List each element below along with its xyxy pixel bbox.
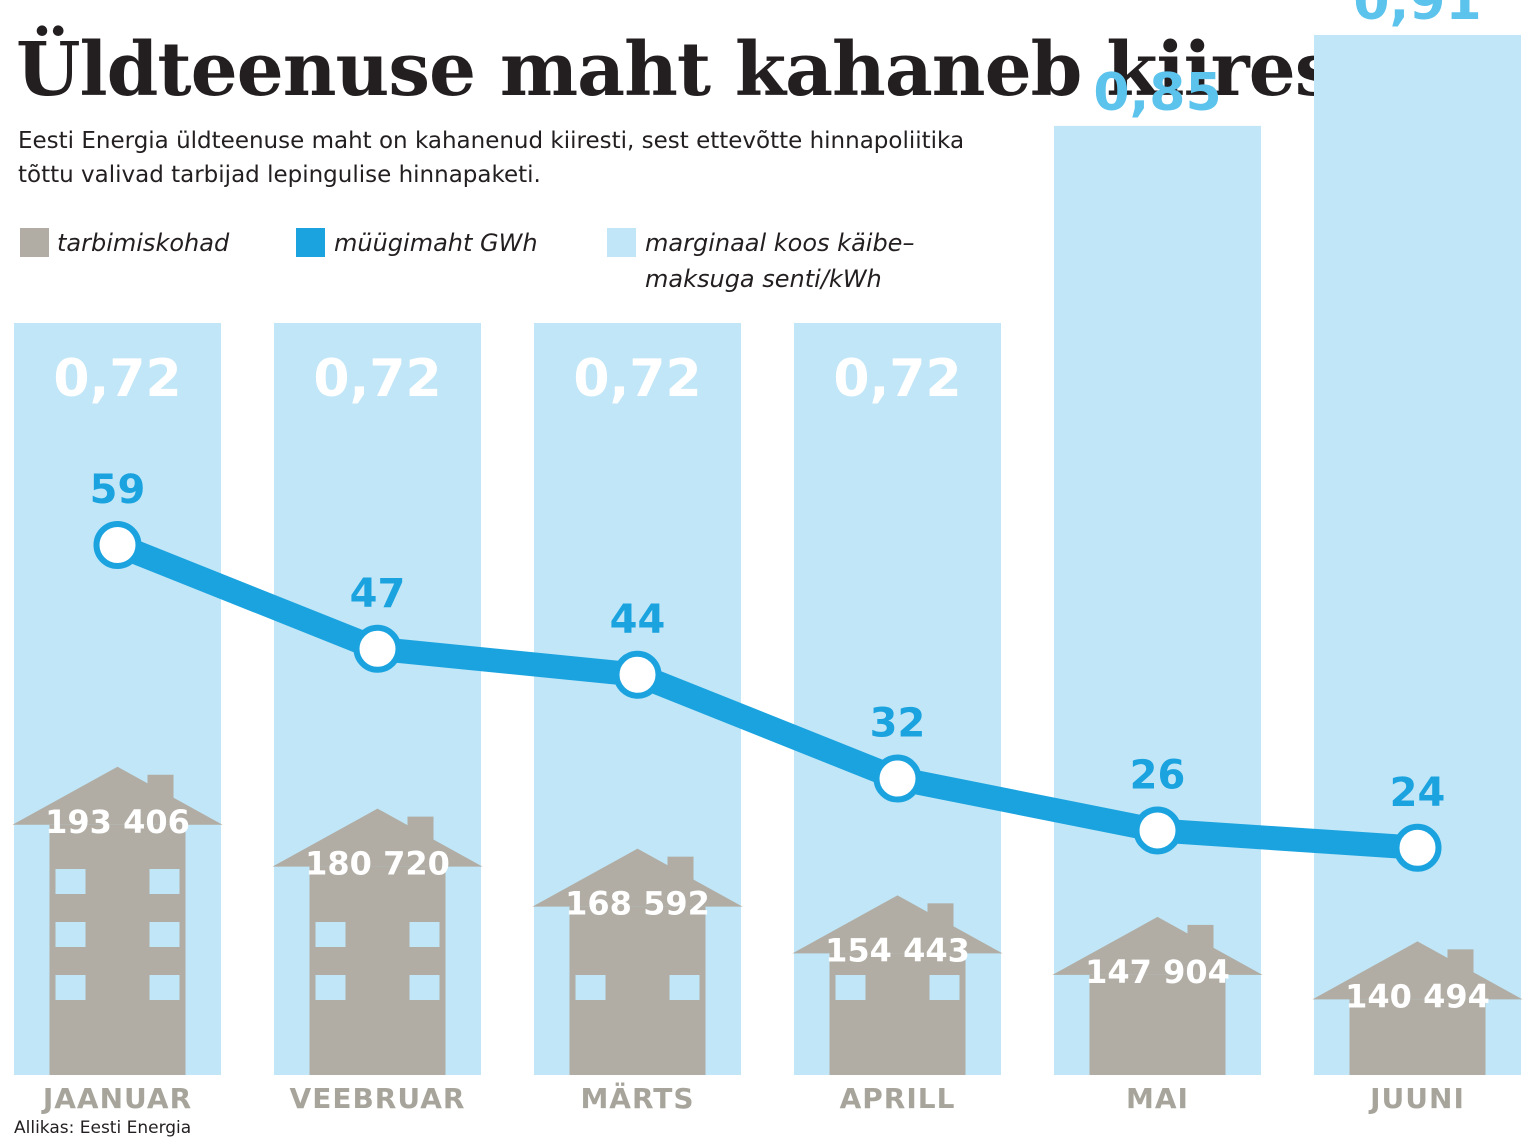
house-door (361, 1025, 394, 1075)
house-window (149, 922, 180, 947)
house-window (835, 975, 866, 1000)
sales-point-label: 59 (90, 467, 146, 513)
house-icon (1052, 916, 1263, 1075)
margin-bar-label: 0,85 (1093, 63, 1221, 123)
month-label: VEEBRUAR (290, 1082, 466, 1115)
house-icon (1312, 941, 1523, 1075)
sales-point (353, 624, 402, 673)
sales-line-path (105, 533, 1430, 860)
house-door (1401, 1025, 1434, 1075)
house-icon (792, 895, 1003, 1075)
legend-label-marginaal-line2: maksuga senti/kWh (645, 265, 882, 293)
month-label: JUUNI (1368, 1082, 1465, 1115)
sales-point (1133, 806, 1182, 855)
house-door (621, 1025, 654, 1075)
house-window (149, 975, 180, 1000)
legend-swatch-myygimaht (296, 228, 325, 257)
house-window (409, 922, 440, 947)
house-icon (272, 808, 483, 1075)
house-window (55, 922, 86, 947)
house-value-label: 140 494 (1345, 977, 1490, 1015)
legend-label-marginaal: marginaal koos käibe– (645, 229, 914, 257)
month-label: APRILL (840, 1082, 956, 1115)
house-icon (12, 766, 223, 1075)
sales-point-label: 32 (870, 701, 926, 747)
legend-swatch-marginaal (607, 228, 636, 257)
month-label: MÄRTS (580, 1081, 694, 1115)
margin-bars (14, 34, 1521, 1076)
month-label: JAANUAR (41, 1082, 192, 1115)
sales-point-label: 24 (1390, 770, 1446, 816)
margin-bar (1314, 34, 1521, 1076)
house-chimney (407, 816, 434, 857)
house-window (149, 869, 180, 894)
sales-volume-line (93, 521, 1442, 872)
house-window (55, 975, 86, 1000)
chart-title: Üldteenuse maht kahaneb kiiresti (16, 27, 1397, 113)
house-door (881, 1025, 914, 1075)
house-chimney (147, 774, 174, 815)
month-label: MAI (1126, 1082, 1189, 1115)
house-icon (532, 848, 743, 1075)
sales-point (1393, 823, 1442, 872)
chart-labels: 0,72 0,72 0,72 0,72 0,85 0,91 193 406 180 720 16… (41, 0, 1490, 1115)
house-chimney (1187, 924, 1214, 965)
legend: tarbimiskohad müügimaht GWh marginaal ko… (20, 228, 914, 293)
margin-bar-label: 0,72 (833, 349, 961, 409)
margin-bar-label: 0,72 (573, 349, 701, 409)
sales-point-label: 26 (1130, 752, 1186, 798)
sales-point (613, 650, 662, 699)
house-window (409, 975, 440, 1000)
house-value-label: 147 904 (1085, 953, 1230, 991)
house-window (669, 975, 700, 1000)
house-value-label: 193 406 (45, 803, 190, 841)
legend-label-tarbimiskohad: tarbimiskohad (57, 229, 230, 257)
sales-point-label: 44 (610, 597, 666, 643)
consumption-point-houses (12, 766, 1523, 1075)
house-window (315, 922, 346, 947)
house-value-label: 168 592 (565, 885, 710, 923)
margin-bar-label: 0,72 (53, 349, 181, 409)
house-chimney (927, 903, 954, 944)
chart-subtitle: Eesti Energia üldteenuse maht on kahanen… (18, 128, 965, 188)
house-window (55, 869, 86, 894)
margin-bar-label: 0,72 (313, 349, 441, 409)
margin-bar (1054, 125, 1261, 1076)
house-window (929, 975, 960, 1000)
source-note: Allikas: Eesti Energia (14, 1118, 192, 1138)
margin-bar-label: 0,91 (1353, 0, 1481, 32)
legend-swatch-tarbimiskohad (20, 228, 49, 257)
legend-label-myygimaht: müügimaht GWh (334, 229, 538, 257)
house-chimney (1447, 949, 1474, 990)
sales-point (873, 754, 922, 803)
house-value-label: 180 720 (305, 845, 450, 883)
house-window (315, 975, 346, 1000)
house-chimney (667, 856, 694, 897)
sales-point (93, 521, 142, 569)
house-window (575, 975, 606, 1000)
house-door (101, 1025, 134, 1075)
house-value-label: 154 443 (825, 931, 970, 969)
house-door (1141, 1025, 1174, 1075)
sales-point-label: 47 (350, 571, 406, 617)
